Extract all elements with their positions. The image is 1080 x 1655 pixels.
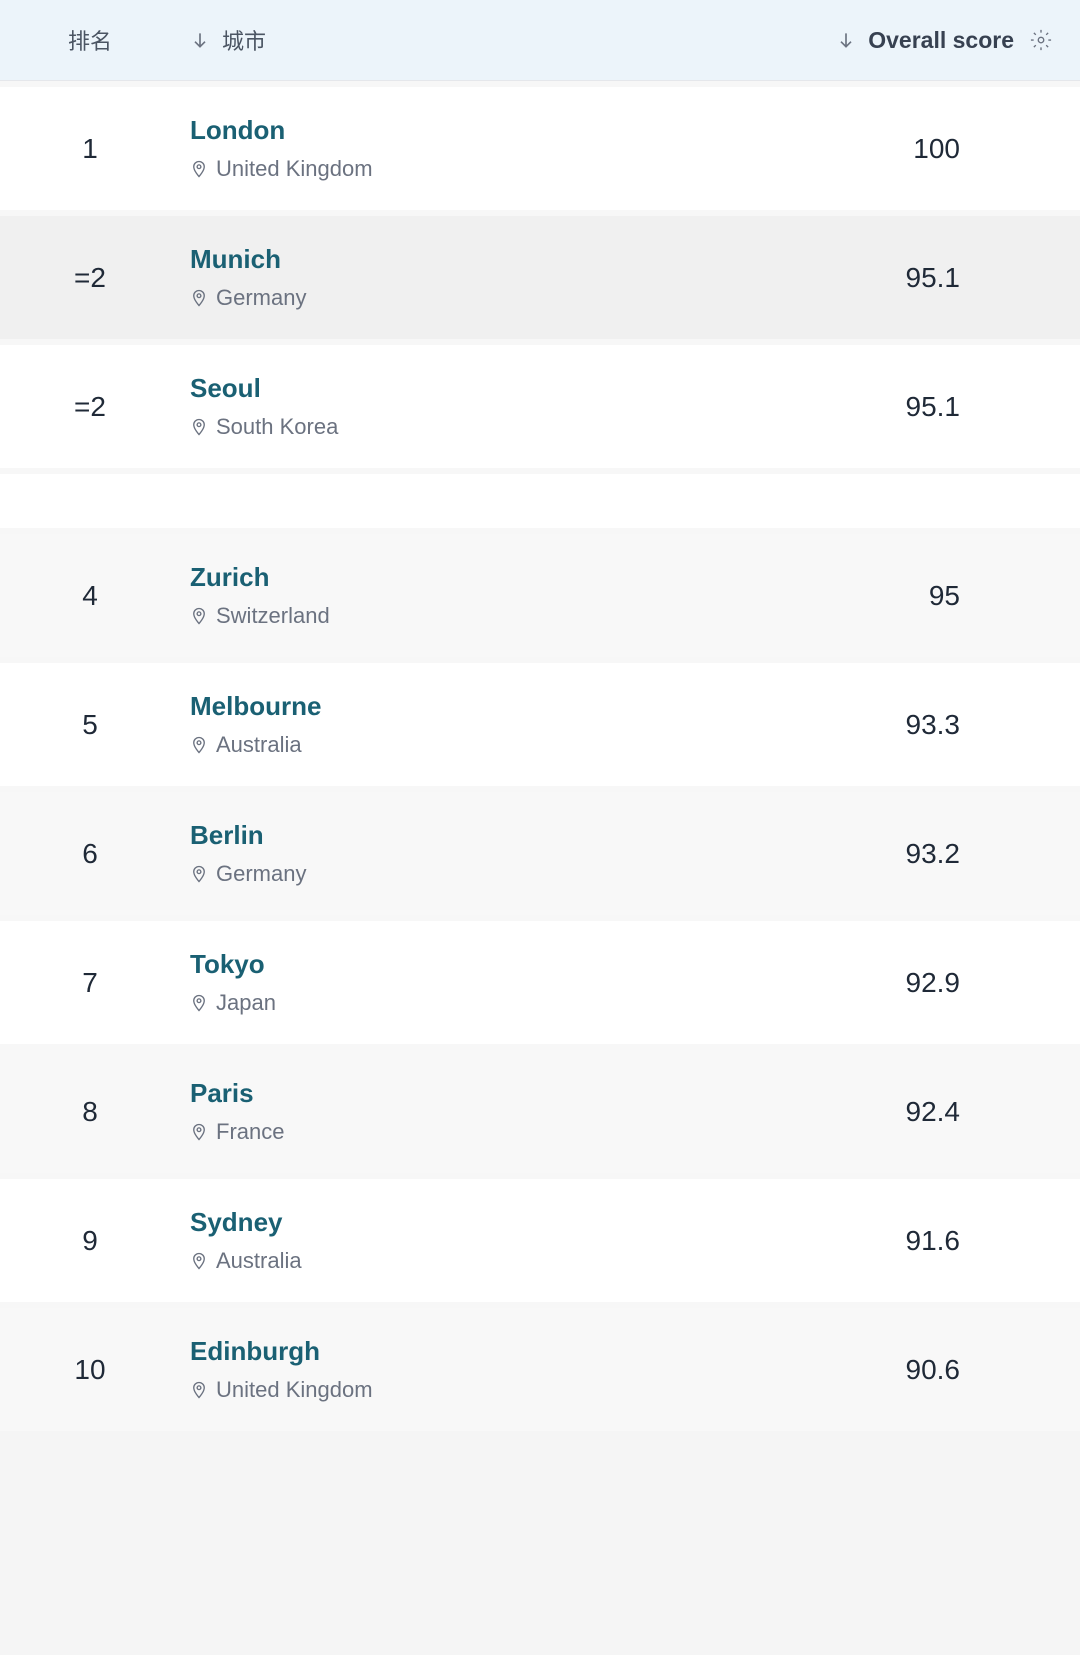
rank-value: 8 bbox=[20, 1096, 160, 1128]
city-link[interactable]: Sydney bbox=[190, 1207, 906, 1238]
city-cell: Berlin Germany bbox=[160, 820, 906, 887]
country-label: United Kingdom bbox=[190, 156, 913, 182]
score-value: 92.9 bbox=[906, 967, 1061, 999]
country-label: Japan bbox=[190, 990, 906, 1016]
city-link[interactable]: Berlin bbox=[190, 820, 906, 851]
table-header: 排名 城市 Overall score bbox=[0, 0, 1080, 81]
location-pin-icon bbox=[190, 416, 208, 438]
header-city-column[interactable]: 城市 bbox=[160, 24, 836, 56]
table-row[interactable]: 5 Melbourne Australia93.3 bbox=[0, 657, 1080, 786]
header-score-label: Overall score bbox=[868, 27, 1014, 54]
city-link[interactable]: Paris bbox=[190, 1078, 906, 1109]
rank-value: 6 bbox=[20, 838, 160, 870]
score-value: 93.3 bbox=[906, 709, 1061, 741]
score-value: 91.6 bbox=[906, 1225, 1061, 1257]
city-cell: Edinburgh United Kingdom bbox=[160, 1336, 906, 1403]
header-city-label: 城市 bbox=[222, 24, 266, 56]
header-score-column[interactable]: Overall score bbox=[836, 27, 1060, 54]
location-pin-icon bbox=[190, 1121, 208, 1143]
table-row[interactable]: 9 Sydney Australia91.6 bbox=[0, 1173, 1080, 1302]
country-label: France bbox=[190, 1119, 906, 1145]
city-cell: London United Kingdom bbox=[160, 115, 913, 182]
city-cell: Melbourne Australia bbox=[160, 691, 906, 758]
score-value: 92.4 bbox=[906, 1096, 1061, 1128]
table-row[interactable]: 7 Tokyo Japan92.9 bbox=[0, 915, 1080, 1044]
city-cell: Tokyo Japan bbox=[160, 949, 906, 1016]
location-pin-icon bbox=[190, 605, 208, 627]
rank-value: =2 bbox=[20, 262, 160, 294]
table-body: 1LondonUnited Kingdom100=2MunichGermany9… bbox=[0, 81, 1080, 1431]
location-pin-icon bbox=[190, 1379, 208, 1401]
city-cell: Sydney Australia bbox=[160, 1207, 906, 1274]
sort-down-icon bbox=[836, 30, 856, 50]
table-row[interactable]: 1 London United Kingdom100 bbox=[0, 81, 1080, 210]
city-cell: Munich Germany bbox=[160, 244, 906, 311]
table-row[interactable]: 10 Edinburgh United Kingdom90.6 bbox=[0, 1302, 1080, 1431]
ranking-table: 排名 城市 Overall score 1 London United Kingdo… bbox=[0, 0, 1080, 1431]
score-value: 95 bbox=[929, 580, 1060, 612]
row-spacer bbox=[0, 468, 1080, 528]
country-label: South Korea bbox=[190, 414, 906, 440]
rank-value: 4 bbox=[20, 580, 160, 612]
city-link[interactable]: Munich bbox=[190, 244, 906, 275]
city-cell: Zurich Switzerland bbox=[160, 562, 929, 629]
country-label: United Kingdom bbox=[190, 1377, 906, 1403]
city-cell: Paris France bbox=[160, 1078, 906, 1145]
country-label: Australia bbox=[190, 1248, 906, 1274]
location-pin-icon bbox=[190, 863, 208, 885]
location-pin-icon bbox=[190, 734, 208, 756]
location-pin-icon bbox=[190, 158, 208, 180]
score-value: 95.1 bbox=[906, 391, 1061, 423]
score-value: 90.6 bbox=[906, 1354, 1061, 1386]
rank-value: =2 bbox=[20, 391, 160, 423]
location-pin-icon bbox=[190, 287, 208, 309]
gear-icon[interactable] bbox=[1030, 29, 1052, 51]
table-row[interactable]: =2 Munich Germany95.1 bbox=[0, 210, 1080, 339]
rank-value: 10 bbox=[20, 1354, 160, 1386]
city-link[interactable]: Seoul bbox=[190, 373, 906, 404]
country-label: Australia bbox=[190, 732, 906, 758]
country-label: Germany bbox=[190, 861, 906, 887]
location-pin-icon bbox=[190, 1250, 208, 1272]
rank-value: 1 bbox=[20, 133, 160, 165]
table-row[interactable]: =2 Seoul South Korea95.1 bbox=[0, 339, 1080, 468]
header-rank-label[interactable]: 排名 bbox=[20, 24, 160, 56]
city-link[interactable]: Tokyo bbox=[190, 949, 906, 980]
rank-value: 9 bbox=[20, 1225, 160, 1257]
country-label: Switzerland bbox=[190, 603, 929, 629]
location-pin-icon bbox=[190, 992, 208, 1014]
city-link[interactable]: Edinburgh bbox=[190, 1336, 906, 1367]
country-label: Germany bbox=[190, 285, 906, 311]
city-cell: Seoul South Korea bbox=[160, 373, 906, 440]
rank-value: 5 bbox=[20, 709, 160, 741]
city-link[interactable]: Melbourne bbox=[190, 691, 906, 722]
score-value: 100 bbox=[913, 133, 1060, 165]
table-row[interactable]: 8 Paris France92.4 bbox=[0, 1044, 1080, 1173]
score-value: 93.2 bbox=[906, 838, 1061, 870]
sort-down-icon bbox=[190, 30, 210, 50]
city-link[interactable]: London bbox=[190, 115, 913, 146]
table-row[interactable]: 4 Zurich Switzerland95 bbox=[0, 528, 1080, 657]
score-value: 95.1 bbox=[906, 262, 1061, 294]
city-link[interactable]: Zurich bbox=[190, 562, 929, 593]
rank-value: 7 bbox=[20, 967, 160, 999]
table-row[interactable]: 6 Berlin Germany93.2 bbox=[0, 786, 1080, 915]
